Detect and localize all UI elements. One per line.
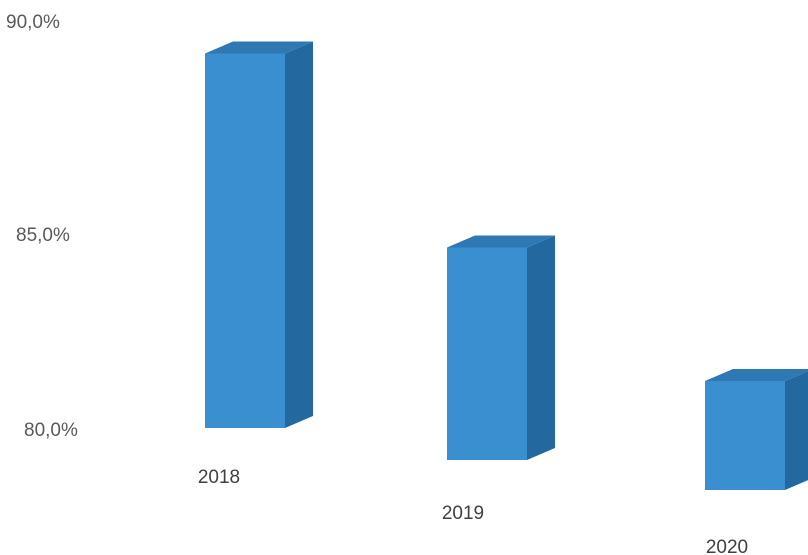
x-category-label-2018: 2018	[197, 467, 241, 488]
y-tick-label-80: 80,0%	[24, 420, 78, 441]
bar-2018	[205, 53, 285, 428]
bar-2019	[447, 247, 527, 460]
y-tick-label-90: 90,0%	[6, 12, 60, 33]
bar-2020-side	[785, 371, 808, 490]
bar-2019-side	[527, 235, 555, 460]
x-category-label-2020: 2020	[705, 537, 749, 555]
x-category-label-2019: 2019	[441, 503, 485, 524]
y-tick-label-85: 85,0%	[16, 225, 70, 246]
bar-2020	[705, 381, 785, 490]
bar-2019-top	[447, 235, 555, 248]
bar-2020-top	[705, 369, 808, 381]
bar-2018-side	[285, 41, 313, 428]
bar-2018-top	[205, 41, 313, 54]
